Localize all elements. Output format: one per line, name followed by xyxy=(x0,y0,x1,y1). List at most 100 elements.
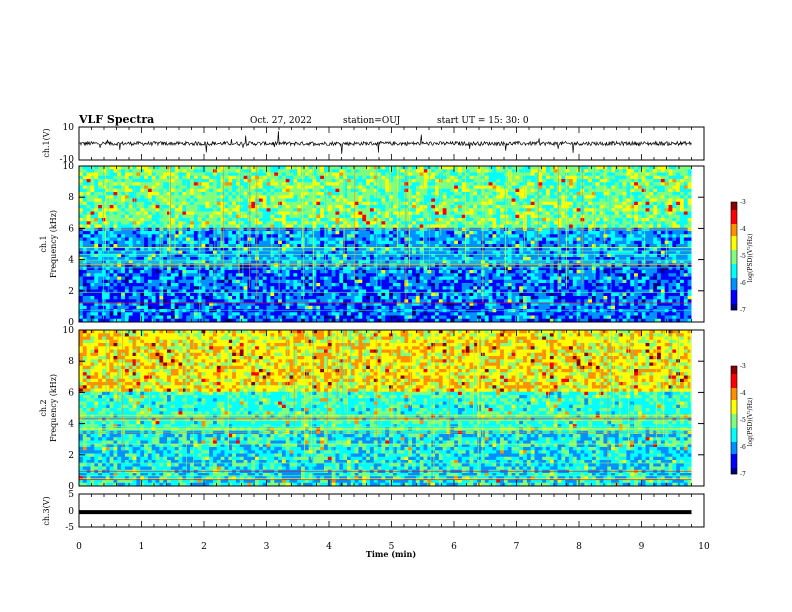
spectrogram-cell xyxy=(90,179,95,183)
spectrogram-cell xyxy=(209,318,214,323)
spectrogram-cell xyxy=(465,205,470,209)
spectrogram-cell xyxy=(461,309,466,313)
spectrogram-cell xyxy=(327,179,332,183)
spectrogram-cell xyxy=(178,237,183,242)
spectrogram-cell xyxy=(228,218,233,222)
spectrogram-cell xyxy=(101,302,107,307)
spectrogram-cell xyxy=(301,240,306,245)
spectrogram-cell xyxy=(98,247,103,251)
spectrogram-cell xyxy=(90,211,95,216)
spectrogram-cell xyxy=(423,240,428,245)
spectrogram-cell xyxy=(465,279,470,284)
spectrogram-cell xyxy=(132,279,137,284)
spectrogram-cell xyxy=(281,257,287,261)
spectrogram-cell xyxy=(132,240,137,245)
spectrogram-cell xyxy=(235,198,241,203)
spectrogram-cell xyxy=(124,260,130,264)
spectrogram-cell xyxy=(147,208,153,212)
spectrogram-cell xyxy=(354,172,359,177)
spectrogram-cell xyxy=(369,305,375,310)
spectrogram-cell xyxy=(473,214,478,219)
spectrogram-cell xyxy=(389,218,394,222)
spectrogram-cell xyxy=(427,289,432,294)
spectrogram-cell xyxy=(220,240,225,245)
spectrogram-cell xyxy=(228,175,233,180)
spectrogram-cell xyxy=(151,292,156,297)
spectrogram-cell xyxy=(201,175,206,180)
spectrogram-cell xyxy=(473,234,478,238)
spectrogram-cell xyxy=(457,179,463,183)
spectrogram-cell xyxy=(419,211,424,216)
spectrogram-cell xyxy=(297,192,302,196)
spectrogram-cell xyxy=(442,299,447,303)
spectrogram-cell xyxy=(431,260,436,264)
spectrogram-cell xyxy=(431,224,436,229)
spectrogram-cell xyxy=(297,175,302,180)
spectrogram-cell xyxy=(79,185,84,190)
spectrogram-cell xyxy=(216,218,221,222)
spectrogram-cell xyxy=(82,211,87,216)
spectrogram-cell xyxy=(358,244,363,248)
spectrogram-cell xyxy=(350,270,355,274)
spectrogram-cell xyxy=(446,169,451,173)
spectrogram-cell xyxy=(427,296,432,300)
spectrogram-cell xyxy=(392,192,398,196)
spectrogram-cell xyxy=(128,273,133,277)
spectrogram-cell xyxy=(140,179,145,183)
spectrogram-cell xyxy=(343,273,348,277)
spectrogram-cell xyxy=(101,260,107,264)
spectrogram-cell xyxy=(358,253,363,258)
spectrogram-cell xyxy=(190,175,195,180)
spectrogram-cell xyxy=(82,179,87,183)
spectrogram-cell xyxy=(304,169,309,173)
spectrogram-cell xyxy=(385,312,390,316)
spectrogram-cell xyxy=(316,175,321,180)
spectrogram-cell xyxy=(389,205,394,209)
spectrogram-cell xyxy=(266,247,271,251)
spectrogram-cell xyxy=(79,237,84,242)
spectrogram-cell xyxy=(163,231,168,235)
spectrogram-cell xyxy=(358,276,363,281)
spectrogram-cell xyxy=(327,182,332,186)
spectrogram-cell xyxy=(293,198,298,203)
spectrogram-cell xyxy=(113,309,118,313)
spectrogram-cell xyxy=(339,302,344,307)
spectrogram-cell xyxy=(86,250,91,255)
spectrogram-cell xyxy=(335,270,340,274)
spectrogram-cell xyxy=(266,185,271,190)
spectrogram-cell xyxy=(82,266,87,271)
spectrogram-cell xyxy=(239,276,244,281)
spectrogram-cell xyxy=(258,305,264,310)
spectrogram-cell xyxy=(324,231,329,235)
spectrogram-cell xyxy=(235,201,241,206)
spectrogram-cell xyxy=(301,224,306,229)
spectrogram-cell xyxy=(373,309,378,313)
spectrogram-cell xyxy=(415,270,421,274)
spectrogram-cell xyxy=(293,172,298,177)
spectrogram-cell xyxy=(121,253,126,258)
spectrogram-cell xyxy=(396,309,401,313)
spectrogram-cell xyxy=(454,270,459,274)
spectrogram-cell xyxy=(98,260,103,264)
spectrogram-cell xyxy=(243,283,248,287)
spectrogram-cell xyxy=(362,302,367,307)
spectrogram-cell xyxy=(408,179,413,183)
spectrogram-cell xyxy=(79,279,84,284)
spectrogram-cell xyxy=(224,198,229,203)
spectrogram-cell xyxy=(136,305,141,310)
spectrogram-cell xyxy=(358,182,363,186)
spectrogram-cell xyxy=(262,240,267,245)
spectrogram-cell xyxy=(224,302,229,307)
spectrogram-cell xyxy=(366,312,371,316)
spectrogram-cell xyxy=(182,296,187,300)
spectrogram-cell xyxy=(101,263,107,268)
spectrogram-cell xyxy=(209,169,214,173)
spectrogram-cell xyxy=(98,231,103,235)
spectrogram-cell xyxy=(178,185,183,190)
spectrogram-cell xyxy=(461,273,466,277)
spectrogram-cell xyxy=(155,201,160,206)
spectrogram-cell xyxy=(435,318,440,323)
spectrogram-cell xyxy=(350,240,355,245)
spectrogram-cell xyxy=(350,166,355,170)
spectrogram-cell xyxy=(82,253,87,258)
